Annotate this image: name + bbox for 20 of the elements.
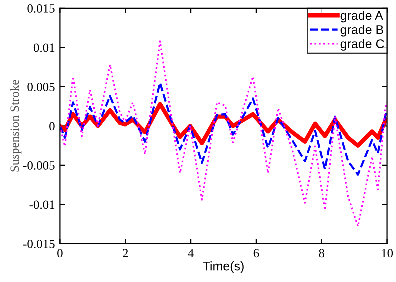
legend-label: grade B <box>340 25 384 37</box>
x-tick-label: 0 <box>58 249 63 258</box>
line-series <box>60 40 388 228</box>
y-tick-label: -0.015 <box>24 240 55 248</box>
x-tick-label: 2 <box>123 249 128 258</box>
legend-label: grade A <box>340 10 384 23</box>
y-tick-label: -0.005 <box>24 161 55 170</box>
x-tick-label: 10 <box>382 249 394 258</box>
y-tick-label: -0.01 <box>30 200 55 210</box>
x-tick-label: 6 <box>254 249 260 258</box>
y-tick-label: 0 <box>50 122 55 131</box>
legend-label: grade C <box>340 39 384 51</box>
y-tick-label: 0.015 <box>28 4 55 13</box>
y-axis-title: Suspension Stroke <box>10 80 22 172</box>
x-tick-label: 8 <box>319 249 325 258</box>
x-tick-label: 4 <box>188 249 194 258</box>
y-tick-label: 0.01 <box>34 44 55 52</box>
line-series <box>60 82 388 176</box>
y-tick-label: 0.005 <box>28 82 55 92</box>
x-axis-title: Time(s) <box>203 262 244 274</box>
